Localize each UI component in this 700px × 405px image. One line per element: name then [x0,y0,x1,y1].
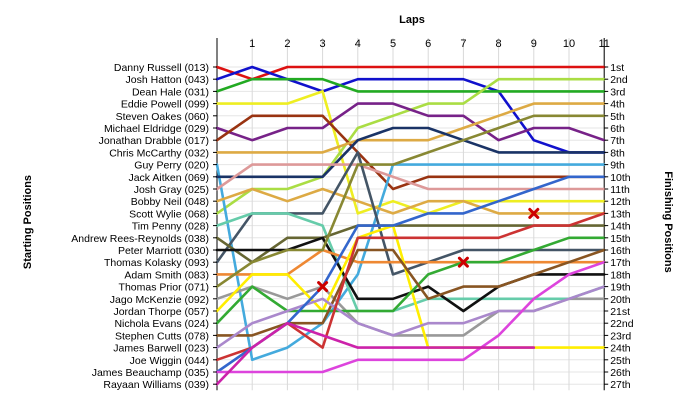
series-lines [215,65,606,386]
lap-tick-label: 7 [460,38,466,50]
starting-position-label: Nichola Evans (024) [114,318,209,330]
driver-series-line [215,163,606,362]
finishing-position-label: 12th [610,196,631,208]
left-axis-title: Starting Positions [22,175,34,269]
driver-series-line [215,102,606,154]
finishing-position-label: 9th [610,160,625,172]
starting-position-label: Jack Aitken (069) [128,172,209,184]
lap-tick-label: 6 [425,38,431,50]
starting-position-label: Josh Gray (025) [134,184,209,196]
lap-ticks: 1 2 3 4 5 6 7 8 9 10 11 [249,38,610,50]
finishing-position-label: 22nd [610,318,634,330]
starting-position-label: Thomas Prior (071) [119,282,209,294]
starting-position-label: Guy Perry (020) [134,160,209,172]
finishing-position-label: 20th [610,294,631,306]
finishing-position-labels: 1st2nd3rd4th5th6th7th8th9th10th11th12th1… [604,62,634,391]
finishing-position-label: 21st [610,306,630,318]
starting-position-label: Stephen Cutts (078) [115,330,209,342]
finishing-position-label: 23rd [610,330,631,342]
starting-position-label: Peter Marriott (030) [118,245,209,257]
starting-position-label: James Beauchamp (035) [92,367,209,379]
finishing-position-label: 17th [610,257,631,269]
driver-series-line [215,187,606,215]
driver-series-line [215,102,606,142]
finishing-position-label: 11th [610,184,630,196]
finishing-position-label: 10th [610,172,631,184]
starting-position-label: Steven Oakes (060) [116,111,209,123]
lap-tick-label: 10 [563,38,575,50]
finishing-position-label: 2nd [610,74,628,86]
finishing-position-label: 26th [610,367,631,379]
finishing-position-label: 19th [610,282,631,294]
finishing-position-label: 18th [610,269,631,281]
finishing-position-label: 14th [610,221,631,233]
driver-series-line [215,163,606,191]
finishing-position-label: 15th [610,233,631,245]
lap-tick-label: 2 [284,38,290,50]
starting-position-label: Jonathan Drabble (017) [99,135,209,147]
retirement-marker [457,256,469,268]
lap-tick-label: 3 [320,38,326,50]
finishing-position-label: 1st [610,62,624,74]
finishing-position-label: 3rd [610,86,625,98]
finishing-position-label: 24th [610,343,631,355]
lap-tick-label: 8 [496,38,502,50]
finishing-position-label: 5th [610,111,625,123]
driver-series-line [215,285,606,349]
driver-series-line [215,321,536,386]
driver-series-line [215,65,606,154]
finishing-position-label: 13th [610,208,631,220]
starting-position-label: Eddie Powell (099) [121,99,209,111]
driver-series-line [215,224,606,349]
driver-series-line [215,126,606,179]
lap-tick-label: 11 [598,38,609,50]
starting-position-label: Joe Wiggin (044) [130,355,209,367]
starting-position-label: Bobby Neil (048) [131,196,209,208]
lap-tick-label: 4 [355,38,361,50]
starting-position-label: Adam Smith (083) [124,269,209,281]
starting-position-label: Jordan Thorpe (057) [113,306,209,318]
starting-position-label: Thomas Kolasky (093) [104,257,209,269]
starting-position-label: Dean Hale (031) [132,86,209,98]
driver-series-line [215,212,606,313]
starting-position-label: Tim Penny (028) [132,221,209,233]
x-axis-title: Laps [399,14,425,26]
lap-tick-label: 9 [531,38,537,50]
starting-position-label: Danny Russell (013) [114,62,209,74]
starting-position-labels: Danny Russell (013)Josh Hatton (043)Dean… [71,62,217,391]
driver-series-line [215,236,606,325]
starting-position-label: Chris McCarthy (032) [109,147,209,159]
driver-series-line [215,260,606,374]
markers [317,207,540,293]
starting-position-label: Rayaan Williams (039) [103,379,209,391]
finishing-position-label: 25th [610,355,631,367]
finishing-position-label: 7th [610,135,625,147]
driver-series-line [215,248,606,337]
lap-tick-label: 5 [390,38,396,50]
lap-tick-label: 1 [249,38,255,50]
starting-position-label: Josh Hatton (043) [126,74,209,86]
starting-position-label: James Barwell (023) [113,343,209,355]
driver-series-line [215,77,606,93]
starting-position-label: Jago McKenzie (092) [110,294,209,306]
starting-position-label: Scott Wylie (068) [129,208,209,220]
retirement-marker [317,281,329,293]
finishing-position-label: 6th [610,123,625,135]
finishing-position-label: 4th [610,99,625,111]
driver-series-line [215,65,606,81]
starting-position-label: Michael Eldridge (029) [104,123,209,135]
right-axis-title: Finishing Positions [662,171,674,272]
retirement-marker [528,207,540,219]
driver-series-line [215,114,606,288]
starting-position-label: Andrew Rees-Reynolds (038) [71,233,209,245]
finishing-position-label: 27th [610,379,631,391]
finishing-position-label: 8th [610,147,625,159]
finishing-position-label: 16th [610,245,631,257]
